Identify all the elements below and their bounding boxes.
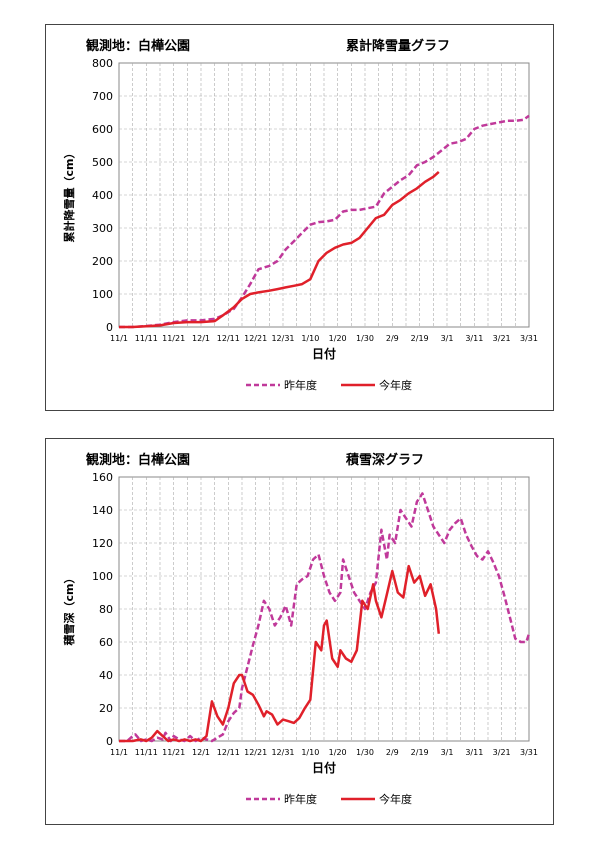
y-tick-label: 200 xyxy=(92,255,113,268)
legend-swatch-dashed xyxy=(246,797,280,801)
x-tick-label: 11/21 xyxy=(162,334,185,343)
legend-swatch-dashed xyxy=(246,383,280,387)
y-tick-label: 800 xyxy=(92,57,113,70)
x-tick-label: 12/21 xyxy=(244,334,267,343)
y-tick-label: 100 xyxy=(92,288,113,301)
station-label: 観測地：白樺公園 xyxy=(86,453,191,468)
legend-label: 昨年度 xyxy=(284,379,317,392)
y-tick-label: 120 xyxy=(92,537,113,550)
x-tick-label: 3/1 xyxy=(441,334,454,343)
legend-label: 昨年度 xyxy=(284,793,317,806)
x-tick-label: 12/11 xyxy=(217,748,240,757)
x-tick-label: 1/10 xyxy=(301,334,319,343)
x-tick-label: 11/1 xyxy=(110,748,128,757)
x-tick-label: 3/21 xyxy=(493,334,511,343)
series-line-this-year xyxy=(119,170,440,329)
x-tick-label: 1/20 xyxy=(329,748,347,757)
y-tick-label: 140 xyxy=(92,504,113,517)
legend: 昨年度 今年度 xyxy=(246,791,436,807)
y-axis-label: 積雪深（cm） xyxy=(62,573,76,647)
y-tick-label: 40 xyxy=(99,669,113,682)
x-tick-label: 11/1 xyxy=(110,334,128,343)
legend: 昨年度 今年度 xyxy=(246,377,436,393)
x-tick-label: 12/31 xyxy=(271,748,294,757)
x-tick-label: 3/31 xyxy=(520,748,538,757)
cumulative-snowfall-plot: 11/1 11/11 11/21 12/1 12/11 12/21 12/31 1/10 1/2… xyxy=(62,57,538,361)
y-tick-label: 600 xyxy=(92,123,113,136)
x-tick-label: 12/1 xyxy=(192,334,210,343)
chart-title: 積雪深グラフ xyxy=(346,453,425,468)
x-axis-label: 日付 xyxy=(312,346,336,361)
series-line-last-year xyxy=(119,492,531,743)
y-tick-label: 700 xyxy=(92,90,113,103)
x-tick-label: 1/30 xyxy=(356,748,374,757)
y-tick-label: 100 xyxy=(92,570,113,583)
x-tick-label: 11/11 xyxy=(135,748,158,757)
series-line-this-year xyxy=(119,564,441,743)
x-tick-label: 2/9 xyxy=(386,748,399,757)
legend-item-last-year: 昨年度 xyxy=(246,377,317,393)
y-tick-label: 0 xyxy=(106,321,113,334)
legend-swatch-solid xyxy=(341,383,375,387)
legend-label: 今年度 xyxy=(379,379,412,392)
legend-item-this-year: 今年度 xyxy=(341,791,412,807)
x-tick-label: 3/31 xyxy=(520,334,538,343)
legend-label: 今年度 xyxy=(379,793,412,806)
x-tick-label: 3/1 xyxy=(441,748,454,757)
y-tick-label: 80 xyxy=(99,603,113,616)
y-tick-label: 0 xyxy=(106,735,113,748)
x-tick-label: 12/11 xyxy=(217,334,240,343)
y-tick-label: 300 xyxy=(92,222,113,235)
legend-swatch-solid xyxy=(341,797,375,801)
x-tick-label: 2/19 xyxy=(411,334,429,343)
y-tick-label: 20 xyxy=(99,702,113,715)
y-tick-label: 60 xyxy=(99,636,113,649)
x-tick-label: 11/11 xyxy=(135,334,158,343)
y-axis-label: 累計降雪量（cm） xyxy=(62,148,76,243)
x-tick-label: 2/9 xyxy=(386,334,399,343)
y-tick-label: 500 xyxy=(92,156,113,169)
x-tick-label: 3/21 xyxy=(493,748,511,757)
x-tick-label: 2/19 xyxy=(411,748,429,757)
x-tick-label: 1/20 xyxy=(329,334,347,343)
legend-item-last-year: 昨年度 xyxy=(246,791,317,807)
legend-item-this-year: 今年度 xyxy=(341,377,412,393)
x-tick-label: 11/21 xyxy=(162,748,185,757)
x-tick-label: 12/21 xyxy=(244,748,267,757)
x-tick-label: 1/10 xyxy=(301,748,319,757)
snow-depth-plot: 11/1 11/11 11/21 12/1 12/11 12/21 12/31 1/10 1/2… xyxy=(62,471,538,775)
x-tick-label: 1/30 xyxy=(356,334,374,343)
station-label: 観測地：白樺公園 xyxy=(86,39,191,54)
x-tick-label: 3/11 xyxy=(465,748,483,757)
y-tick-label: 400 xyxy=(92,189,113,202)
x-tick-label: 3/11 xyxy=(465,334,483,343)
x-axis-label: 日付 xyxy=(312,760,336,775)
x-tick-label: 12/31 xyxy=(271,334,294,343)
cumulative-snowfall-chart-panel: 観測地：白樺公園 累計降雪量グラフ 11/1 11/11 11/21 12/1 12/1… xyxy=(45,24,554,411)
chart-title: 累計降雪量グラフ xyxy=(346,39,451,54)
y-tick-label: 160 xyxy=(92,471,113,484)
x-tick-label: 12/1 xyxy=(192,748,210,757)
snow-depth-chart-panel: 観測地：白樺公園 積雪深グラフ 11/1 11/11 11/21 12/1 12/11 1… xyxy=(45,438,554,825)
